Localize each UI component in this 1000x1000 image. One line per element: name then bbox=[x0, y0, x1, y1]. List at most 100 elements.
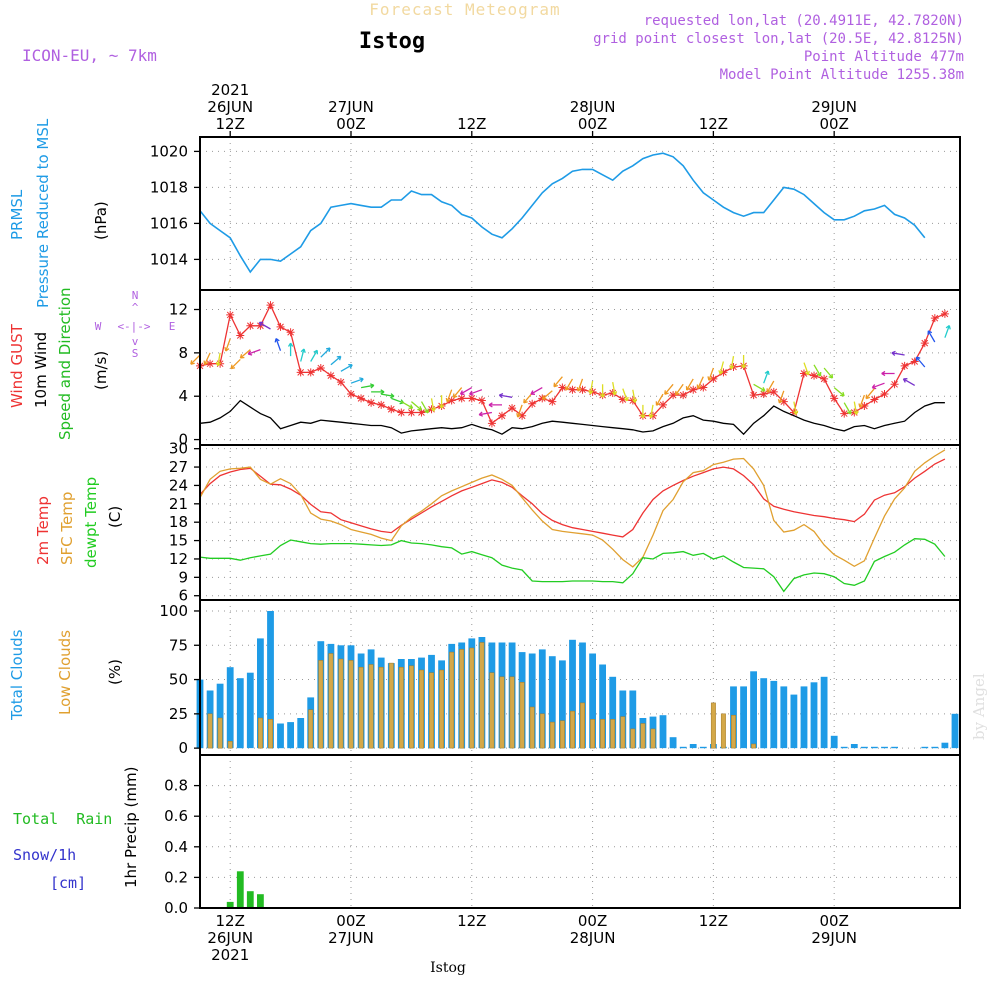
y-tick-label: 0.8 bbox=[164, 777, 188, 795]
low-cloud-bar bbox=[348, 660, 354, 749]
time-label-top: 12Z bbox=[457, 115, 486, 133]
low-cloud-bar bbox=[408, 665, 414, 749]
y-tick-label: 0 bbox=[178, 739, 188, 757]
low-cloud-bar bbox=[318, 660, 324, 749]
model-altitude: Model Point Altitude 1255.38m bbox=[720, 67, 964, 83]
gust-marker bbox=[840, 409, 849, 418]
low-cloud-bar bbox=[620, 716, 626, 749]
low-cloud-bar bbox=[489, 672, 495, 749]
total-cloud-bar bbox=[850, 744, 858, 749]
t2m-line bbox=[199, 458, 946, 538]
gust-marker bbox=[508, 404, 517, 413]
wind-direction-arrow bbox=[599, 384, 606, 398]
rain-bar bbox=[246, 891, 254, 908]
wind-direction-arrow bbox=[740, 355, 747, 369]
time-label-top: 28JUN bbox=[570, 98, 616, 116]
low-cloud-bar bbox=[227, 741, 233, 749]
gust-marker bbox=[276, 322, 285, 331]
total-cloud-bar bbox=[246, 672, 254, 749]
wind-direction-arrow bbox=[565, 378, 574, 391]
point-altitude: Point Altitude 477m bbox=[804, 49, 964, 65]
y-tick-label: 0.4 bbox=[164, 838, 188, 856]
total-cloud-bar bbox=[921, 746, 929, 749]
time-label-top: 26JUN bbox=[207, 98, 253, 116]
y-tick-label: 6 bbox=[178, 587, 188, 605]
total-cloud-bar bbox=[861, 746, 868, 749]
wind-direction-arrow bbox=[871, 382, 885, 390]
wind-direction-arrow bbox=[833, 387, 845, 397]
time-label-bottom: 12Z bbox=[216, 912, 245, 930]
total-cloud-bar bbox=[891, 746, 898, 749]
low-cloud-bar bbox=[559, 720, 565, 749]
gust-marker bbox=[528, 399, 537, 408]
compass-e: E bbox=[169, 320, 176, 333]
gust-marker bbox=[719, 368, 728, 377]
total-cloud-bar bbox=[800, 686, 808, 749]
gust-marker bbox=[880, 390, 889, 399]
wind-direction-arrow bbox=[718, 361, 725, 375]
wind-direction-arrow bbox=[410, 401, 422, 411]
low-cloud-bar bbox=[338, 658, 344, 749]
gust-marker bbox=[487, 419, 496, 428]
y-tick-label: 8 bbox=[178, 344, 188, 362]
axis-layer: 1014101610181020048126912151821242730025… bbox=[150, 136, 961, 917]
time-label-bottom: 28JUN bbox=[570, 929, 616, 947]
wind-direction-arrow bbox=[576, 378, 584, 392]
label-low-cloud: Low Clouds bbox=[56, 630, 74, 715]
wind-direction-arrow bbox=[766, 380, 775, 393]
wind-direction-arrow bbox=[230, 358, 241, 370]
faint-title: Forecast Meteogram bbox=[369, 0, 560, 19]
gust-marker bbox=[930, 314, 939, 323]
gust-marker bbox=[810, 371, 819, 380]
label-prmsl-desc: Pressure Reduced to MSL bbox=[34, 118, 52, 308]
time-label-top: 29JUN bbox=[811, 98, 857, 116]
low-cloud-bar bbox=[257, 717, 263, 749]
wind-direction-arrow bbox=[858, 394, 866, 408]
compass-w: W bbox=[95, 320, 102, 333]
station-title: Istog bbox=[359, 29, 425, 54]
label-snow-unit: [cm] bbox=[50, 874, 86, 892]
time-label-bottom: 12Z bbox=[699, 912, 728, 930]
low-cloud-bar bbox=[268, 719, 273, 749]
wind-direction-arrow bbox=[445, 389, 453, 403]
wind-direction-arrow bbox=[247, 348, 261, 356]
wind-direction-arrow bbox=[803, 362, 810, 376]
time-label-bottom: 2021 bbox=[211, 946, 249, 964]
gust-marker bbox=[447, 396, 456, 405]
wind-direction-arrow bbox=[498, 392, 513, 399]
time-label-bottom: 26JUN bbox=[207, 929, 253, 947]
y-tick-label: 0.0 bbox=[164, 899, 188, 917]
time-label-bottom: 00Z bbox=[819, 912, 848, 930]
y-tick-label: 50 bbox=[169, 671, 188, 689]
wind-direction-arrow bbox=[523, 392, 533, 404]
total-cloud-bar bbox=[277, 723, 284, 749]
wind-direction-arrow bbox=[763, 370, 770, 384]
wind-direction-arrow bbox=[258, 321, 271, 330]
compass-up: ^ bbox=[132, 301, 139, 314]
wind-direction-arrow bbox=[459, 387, 473, 395]
y-tick-label: 0 bbox=[178, 431, 188, 449]
wind-direction-arrow bbox=[215, 352, 222, 367]
wind-direction-arrow bbox=[813, 364, 822, 377]
gust-marker bbox=[820, 374, 829, 383]
time-label-top: 00Z bbox=[578, 115, 607, 133]
wind-line bbox=[199, 399, 945, 436]
low-cloud-bar bbox=[640, 723, 646, 749]
total-cloud-bar bbox=[579, 642, 586, 749]
wind-direction-arrow bbox=[203, 352, 211, 366]
rain-bar bbox=[236, 871, 244, 908]
y-tick-label: 12 bbox=[169, 301, 188, 319]
wind-direction-arrow bbox=[330, 355, 342, 366]
total-cloud-bar bbox=[589, 653, 596, 749]
label-prmsl-unit: (hPa) bbox=[92, 201, 110, 240]
low-cloud-bar bbox=[358, 666, 364, 749]
sfc-temp-line bbox=[199, 449, 946, 568]
dewpoint-line bbox=[199, 538, 946, 593]
y-tick-label: 1020 bbox=[150, 142, 188, 160]
gust-marker bbox=[387, 405, 396, 414]
low-cloud-bar bbox=[499, 676, 505, 749]
label-prmsl: PRMSL bbox=[8, 189, 26, 240]
total-cloud-bar bbox=[810, 682, 818, 749]
total-cloud-bar bbox=[881, 746, 888, 749]
wind-direction-arrow bbox=[675, 383, 684, 396]
